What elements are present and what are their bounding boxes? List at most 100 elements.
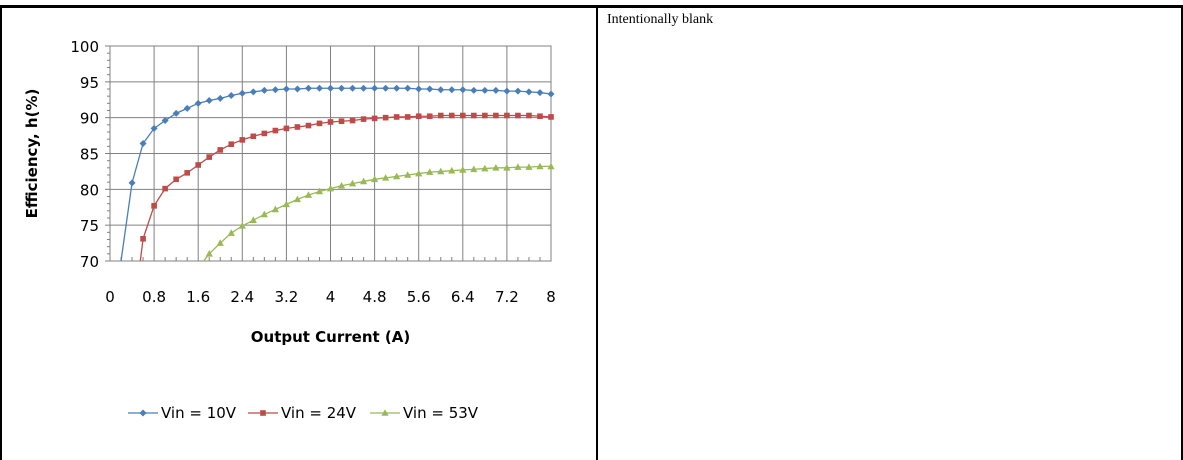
- series-line: [120, 87, 552, 262]
- chart-legend: Vin = 10V Vin = 24V Vin = 53V: [128, 404, 479, 422]
- tick-labels: 70 75 80 85 90 95 100 0 0.8 1.6 2.4 3.2 4 4.8 5.6 6.4 7.…: [70, 38, 555, 306]
- data-point: [172, 109, 180, 117]
- x-tick-label: 4: [326, 288, 336, 306]
- y-tick-label: 100: [70, 38, 99, 56]
- data-point: [316, 120, 323, 127]
- data-point: [173, 176, 179, 183]
- data-point: [195, 162, 201, 168]
- data-point: [194, 99, 202, 107]
- data-point: [470, 165, 478, 173]
- data-point: [426, 168, 434, 175]
- series-2: [139, 112, 554, 262]
- legend-label: Vin = 10V: [161, 404, 237, 422]
- x-tick-label: 3.2: [274, 288, 298, 306]
- data-point: [348, 179, 357, 187]
- data-point: [492, 164, 500, 171]
- data-point: [525, 163, 533, 170]
- x-tick-label: 5.6: [407, 288, 431, 306]
- x-tick-label: 0: [105, 288, 115, 306]
- data-point: [283, 125, 290, 132]
- data-point: [404, 84, 412, 92]
- data-point: [205, 96, 213, 104]
- data-point: [315, 187, 324, 195]
- data-point: [227, 91, 235, 99]
- data-point: [293, 195, 302, 203]
- data-point: [470, 86, 478, 94]
- data-point: [293, 85, 301, 93]
- data-point: [184, 170, 190, 176]
- efficiency-chart: 70 75 80 85 90 95 100 0 0.8 1.6 2.4 3.2 4 4.8 5.6 6.4 7.…: [23, 38, 556, 422]
- series-3: [203, 162, 555, 262]
- data-point: [481, 86, 489, 94]
- x-tick-label: 2.4: [230, 288, 254, 306]
- data-point: [150, 124, 158, 132]
- tick-marks: [105, 45, 541, 262]
- data-point: [216, 94, 224, 102]
- legend-item: Vin = 53V: [370, 404, 479, 422]
- data-point: [459, 86, 467, 94]
- data-point: [514, 163, 522, 170]
- data-point: [382, 174, 390, 181]
- data-point: [493, 112, 499, 119]
- data-point: [349, 117, 356, 124]
- data-point: [437, 112, 444, 119]
- data-point: [260, 86, 268, 94]
- data-point: [260, 210, 268, 218]
- x-tick-label: 8: [546, 288, 556, 306]
- data-point: [249, 88, 257, 96]
- legend-label: Vin = 24V: [281, 404, 357, 422]
- data-point: [514, 87, 522, 95]
- y-tick-label: 95: [80, 74, 99, 92]
- legend-label: Vin = 53V: [403, 404, 479, 422]
- legend-item: Vin = 10V: [128, 404, 237, 422]
- data-point: [261, 130, 268, 137]
- data-point: [359, 177, 368, 185]
- data-point: [238, 222, 246, 229]
- y-axis-title: Efficiency, h(%): [23, 89, 41, 219]
- data-point: [393, 172, 401, 180]
- data-point: [548, 114, 554, 120]
- data-point: [404, 114, 411, 120]
- data-point: [217, 147, 224, 153]
- series-1: [120, 84, 555, 262]
- data-point: [382, 114, 389, 121]
- x-tick-label: 4.8: [363, 288, 387, 306]
- data-point: [250, 133, 257, 140]
- data-point: [448, 86, 456, 94]
- data-point: [272, 127, 279, 134]
- data-point: [294, 124, 301, 130]
- data-point: [271, 86, 279, 94]
- legend-marker: [381, 409, 389, 416]
- data-point: [393, 114, 400, 120]
- data-point: [349, 84, 357, 92]
- data-point: [216, 239, 224, 246]
- data-point: [282, 85, 290, 93]
- data-point: [239, 137, 246, 143]
- data-point: [481, 164, 489, 172]
- data-point: [183, 104, 191, 112]
- data-point: [404, 171, 412, 178]
- data-point: [338, 84, 346, 92]
- data-point: [206, 154, 213, 160]
- data-point: [337, 181, 346, 189]
- data-point: [151, 203, 157, 209]
- data-point: [459, 166, 467, 173]
- legend-item: Vin = 24V: [248, 404, 357, 422]
- data-point: [382, 84, 390, 92]
- data-point: [128, 179, 136, 187]
- data-point: [547, 162, 555, 170]
- data-point: [437, 167, 445, 175]
- table-right-border: [1181, 5, 1183, 460]
- data-point: [536, 162, 544, 170]
- y-tick-label: 90: [80, 110, 99, 128]
- legend-marker: [260, 410, 266, 416]
- y-tick-label: 80: [80, 181, 99, 199]
- data-point: [338, 118, 345, 125]
- data-point: [426, 85, 434, 93]
- data-point: [393, 84, 401, 92]
- data-point: [249, 216, 257, 223]
- data-point: [360, 84, 368, 92]
- series-layer: [120, 84, 555, 262]
- intentionally-blank-text: Intentionally blank: [607, 12, 714, 27]
